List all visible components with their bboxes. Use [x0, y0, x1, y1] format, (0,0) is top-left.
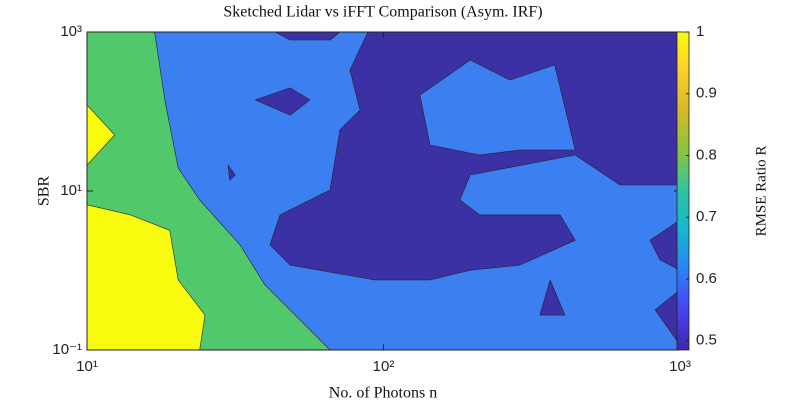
colorbar-tick-label: 1: [696, 23, 704, 40]
contour-region: [539, 279, 566, 316]
colorbar-tick-label: 0.6: [696, 270, 717, 287]
contour-region: [419, 59, 576, 156]
y-tick-label: 10⁻¹: [52, 341, 82, 358]
x-tick-label: 10²: [373, 358, 395, 375]
colorbar-tick-label: 0.5: [696, 332, 717, 349]
chart-title: Sketched Lidar vs iFFT Comparison (Asym.…: [223, 4, 542, 21]
x-tick-label: 10³: [669, 358, 691, 375]
colorbar: [676, 31, 690, 351]
contour-region: [269, 32, 680, 281]
y-tick-label: 10¹: [60, 182, 82, 199]
contour-region: [654, 289, 680, 346]
y-axis-label: SBR: [36, 176, 53, 207]
contour-region: [254, 87, 311, 116]
colorbar-tick-label: 0.8: [696, 146, 717, 163]
colorbar-tick-label: 0.7: [696, 208, 717, 225]
x-tick-label: 10¹: [76, 358, 98, 375]
colorbar-tick-label: 0.9: [696, 85, 717, 102]
contour-region: [227, 164, 236, 181]
contour-region: [87, 104, 115, 166]
y-tick-label: 10³: [60, 23, 82, 40]
contour-region: [87, 204, 206, 350]
contour-region: [649, 219, 680, 271]
contour-region: [274, 32, 341, 41]
colorbar-label: RMSE Ratio R: [753, 146, 769, 237]
x-axis-label: No. of Photons n: [329, 385, 437, 402]
plot-area: [87, 32, 680, 350]
